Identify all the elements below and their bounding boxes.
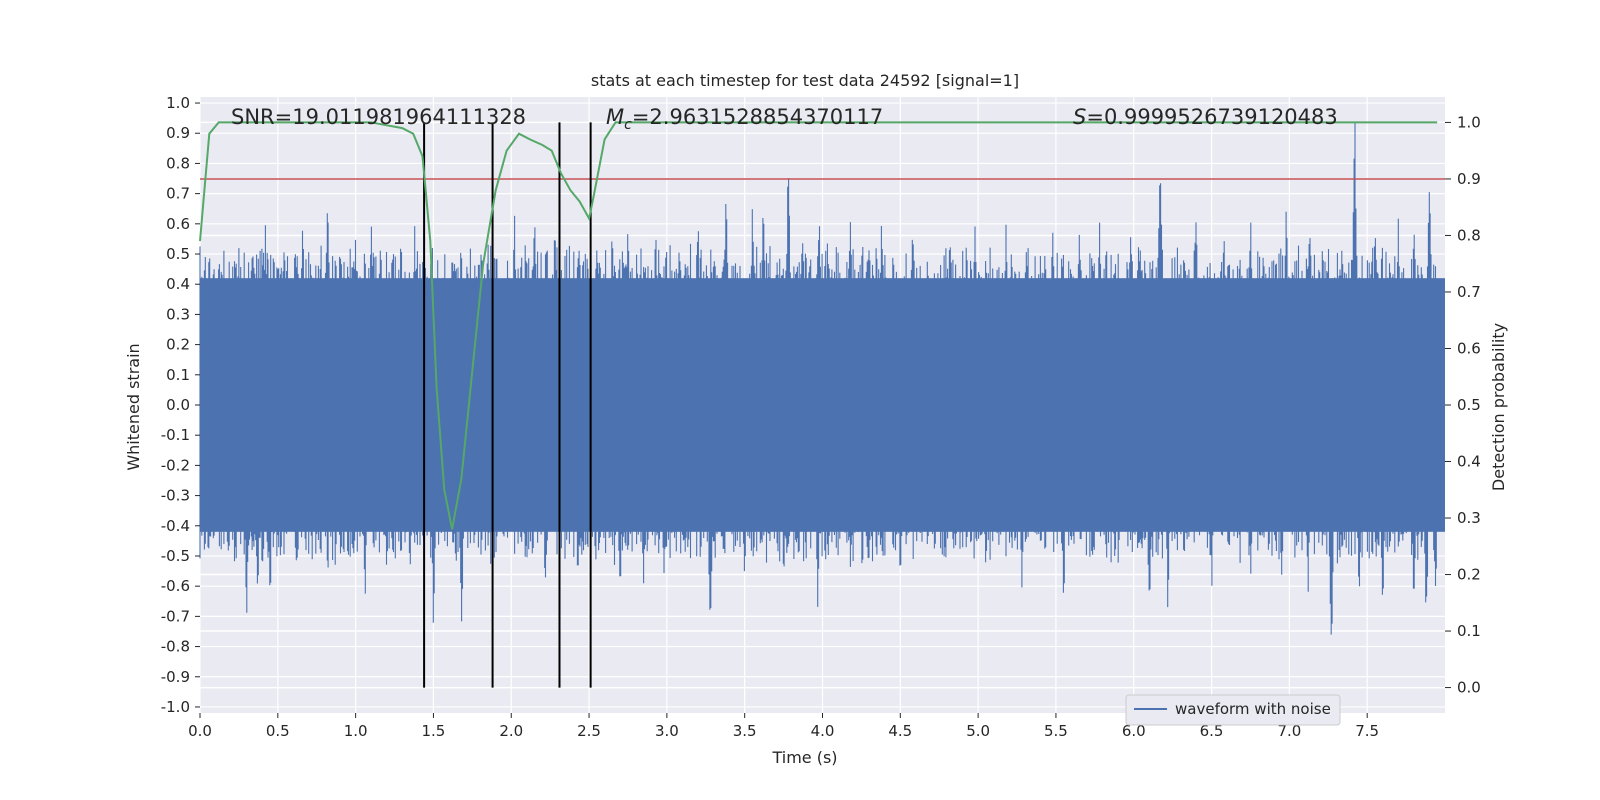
y-tick-label: 0.3: [166, 305, 190, 323]
x-tick-label: 1.5: [422, 722, 446, 740]
x-axis: 0.0 0.5 1.0 1.5 2.0 2.5 3.0 3.5 4.0 4.5 5.0 5.5 6.0 6…: [188, 713, 1379, 740]
y2-tick-label: 0.2: [1457, 566, 1481, 584]
y-axis-label: Whitened strain: [124, 343, 143, 470]
legend-box: [1125, 694, 1341, 726]
legend: waveform with noise: [1125, 694, 1341, 726]
s-annotation: S=0.9999526739120483: [1073, 105, 1338, 129]
s-value: =0.9999526739120483: [1086, 105, 1337, 129]
x-tick-label: 3.5: [733, 722, 757, 740]
detection-probability-series: [199, 121, 1438, 530]
x-tick-label: 5.5: [1044, 722, 1068, 740]
y-tick-label: 0.5: [166, 245, 190, 263]
y-tick-label: -0.8: [161, 638, 190, 656]
x-tick-label: 3.0: [655, 722, 679, 740]
legend-label: waveform with noise: [1175, 700, 1331, 718]
y-tick-label: 0.0: [166, 396, 190, 414]
y-axis-left: 1.0 0.9 0.8 0.7 0.6 0.5 0.4 0.3 0.2 0.1 0.0 -0.1 -0.…: [161, 94, 200, 716]
y-tick-label: 0.7: [166, 185, 190, 203]
y-tick-label: 0.8: [166, 154, 190, 172]
y-tick-label: -0.5: [161, 547, 190, 565]
y2-tick-label: 0.1: [1457, 622, 1481, 640]
y2-tick-label: 0.0: [1457, 679, 1481, 697]
y-tick-label: -0.1: [161, 426, 190, 444]
y-tick-label: -0.3: [161, 487, 190, 505]
y-tick-label: -0.4: [161, 517, 190, 535]
x-tick-label: 2.0: [499, 722, 523, 740]
x-tick-label: 5.0: [966, 722, 990, 740]
y2-tick-label: 0.3: [1457, 509, 1481, 527]
y-tick-label: 0.2: [166, 336, 190, 354]
y2-tick-label: 0.5: [1457, 396, 1481, 414]
mc-value: =2.9631528854370117: [632, 105, 883, 129]
snr-annotation: SNR=19.011981964111328: [231, 105, 526, 129]
x-axis-label: Time (s): [771, 748, 837, 767]
y-tick-label: -0.9: [161, 668, 190, 686]
x-tick-label: 1.0: [344, 722, 368, 740]
x-tick-label: 0.5: [266, 722, 290, 740]
y2-tick-label: 0.6: [1457, 339, 1481, 357]
detection-probability-line: [199, 121, 1438, 530]
y-tick-label: 1.0: [166, 94, 190, 112]
x-tick-label: 4.5: [888, 722, 912, 740]
chart-title: stats at each timestep for test data 245…: [591, 71, 1019, 90]
y-tick-label: -1.0: [161, 698, 190, 716]
y2-axis-label: Detection probability: [1489, 323, 1508, 491]
y-tick-label: 0.4: [166, 275, 190, 293]
mc-subscript: c: [624, 117, 632, 133]
y2-tick-label: 0.8: [1457, 226, 1481, 244]
y2-tick-label: 0.4: [1457, 453, 1481, 471]
s-symbol: S: [1073, 105, 1086, 129]
mc-symbol: M: [606, 105, 624, 129]
x-tick-label: 6.0: [1122, 722, 1146, 740]
y-tick-label: -0.2: [161, 456, 190, 474]
y2-tick-label: 0.7: [1457, 283, 1481, 301]
y2-tick-label: 0.9: [1457, 170, 1481, 188]
chirp-mass-annotation: Mc=2.9631528854370117: [606, 105, 883, 133]
y-tick-label: 0.1: [166, 366, 190, 384]
y-tick-label: -0.6: [161, 577, 190, 595]
x-tick-label: 4.0: [811, 722, 835, 740]
y-tick-label: 0.6: [166, 215, 190, 233]
x-tick-label: 6.5: [1200, 722, 1224, 740]
waveform-series: [199, 122, 1445, 635]
event-markers: [423, 122, 592, 688]
waveform-core: [200, 278, 1445, 532]
x-tick-label: 7.0: [1277, 722, 1301, 740]
x-tick-label: 0.0: [188, 722, 212, 740]
y-axis-right: 1.0 0.9 0.8 0.7 0.6 0.5 0.4 0.3 0.2 0.1 0.0: [1445, 113, 1481, 697]
y2-tick-label: 1.0: [1457, 113, 1481, 131]
y-tick-label: 0.9: [166, 124, 190, 142]
x-tick-label: 2.5: [577, 722, 601, 740]
x-tick-label: 7.5: [1355, 722, 1379, 740]
y-tick-label: -0.7: [161, 607, 190, 625]
